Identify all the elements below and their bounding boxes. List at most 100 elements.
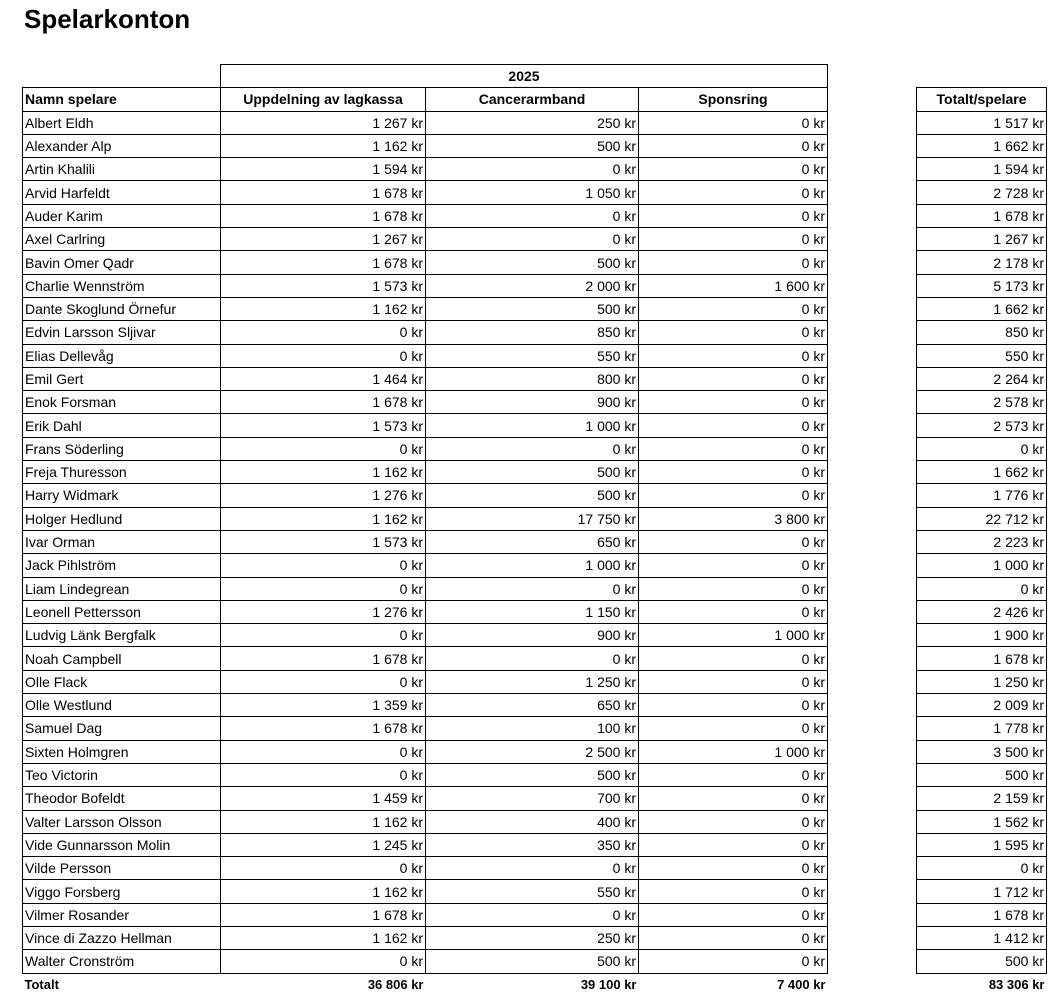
amount-cell: 1 000 kr <box>425 413 639 438</box>
player-name: Edvin Larsson Sljivar <box>22 320 221 345</box>
amount-cell: 0 kr <box>638 180 828 205</box>
table-row: Theodor Bofeldt 1 459 kr 700 kr 0 kr 2 159 k… <box>22 786 1047 811</box>
amount-cell: 1 000 kr <box>425 553 639 578</box>
amount-cell: 1 678 kr <box>220 180 426 205</box>
spacer <box>828 414 917 437</box>
player-name: Albert Eldh <box>22 110 221 135</box>
table-row: Freja Thuresson 1 162 kr 500 kr 0 kr 1 662 k… <box>22 460 1047 485</box>
spacer <box>828 810 917 833</box>
amount-cell: 1 678 kr <box>220 390 426 415</box>
amount-cell: 2 578 kr <box>916 390 1047 415</box>
amount-cell: 0 kr <box>638 879 828 904</box>
accounts-table: 2025 Namn spelare Uppdelning av lagkassa Ca… <box>22 63 1047 996</box>
table-row: Namn spelare Uppdelning av lagkassa Cancer… <box>22 87 1047 112</box>
amount-cell: 550 kr <box>916 343 1047 368</box>
player-name: Leonell Pettersson <box>22 599 221 625</box>
amount-cell: 0 kr <box>916 856 1047 881</box>
spacer <box>828 787 917 810</box>
spacer <box>828 763 917 786</box>
amount-cell: 1 150 kr <box>425 599 639 625</box>
spacer <box>828 391 917 414</box>
amount-cell: 550 kr <box>425 879 639 904</box>
amount-cell: 650 kr <box>425 529 639 555</box>
table-row: Viggo Forsberg 1 162 kr 550 kr 0 kr 1 712 kr <box>22 879 1047 904</box>
player-name: Theodor Bofeldt <box>22 786 221 811</box>
player-name: Freja Thuresson <box>22 460 221 485</box>
amount-cell: 1 776 kr <box>916 483 1047 508</box>
amount-cell: 1 712 kr <box>916 879 1047 904</box>
amount-cell: 1 000 kr <box>638 739 828 764</box>
amount-cell: 1 162 kr <box>220 506 426 531</box>
table-row: Liam Lindegrean 0 kr 0 kr 0 kr 0 kr <box>22 576 1047 601</box>
player-name: Ivar Orman <box>22 529 221 555</box>
spacer <box>828 181 917 204</box>
table-row: Ivar Orman 1 573 kr 650 kr 0 kr 2 223 kr <box>22 529 1047 555</box>
spacer <box>828 134 917 157</box>
amount-cell: 1 573 kr <box>220 273 426 298</box>
amount-cell: 500 kr <box>425 762 639 788</box>
amount-cell: 1 562 kr <box>916 809 1047 834</box>
amount-cell: 1 276 kr <box>220 599 426 625</box>
amount-cell: 1 267 kr <box>220 110 426 135</box>
table-row: Frans Söderling 0 kr 0 kr 0 kr 0 kr <box>22 436 1047 462</box>
table-row: Enok Forsman 1 678 kr 900 kr 0 kr 2 578 kr <box>22 390 1047 415</box>
spacer <box>828 344 917 367</box>
amount-cell: 1 678 kr <box>916 902 1047 927</box>
spacer <box>828 297 917 320</box>
table-row: Vilde Persson 0 kr 0 kr 0 kr 0 kr <box>22 856 1047 881</box>
spacer <box>828 530 917 553</box>
amount-cell: 1 162 kr <box>220 879 426 904</box>
amount-cell: 1 245 kr <box>220 832 426 858</box>
spacer <box>828 274 917 297</box>
table-row: Valter Larsson Olsson 1 162 kr 400 kr 0 kr 1… <box>22 809 1047 834</box>
amount-cell: 2 009 kr <box>916 693 1047 718</box>
amount-cell: 0 kr <box>220 856 426 881</box>
amount-cell: 0 kr <box>425 157 639 182</box>
table-row: Emil Gert 1 464 kr 800 kr 0 kr 2 264 kr <box>22 366 1047 392</box>
amount-cell: 400 kr <box>425 809 639 834</box>
amount-cell: 1 000 kr <box>638 623 828 648</box>
amount-cell: 1 267 kr <box>220 227 426 252</box>
amount-cell: 1 678 kr <box>220 646 426 671</box>
amount-cell: 0 kr <box>425 856 639 881</box>
amount-cell: 0 kr <box>220 623 426 648</box>
amount-cell: 0 kr <box>638 436 828 462</box>
player-name: Vide Gunnarsson Molin <box>22 832 221 858</box>
amount-cell: 1 162 kr <box>220 460 426 485</box>
spacer <box>828 484 917 507</box>
spacer <box>828 204 917 227</box>
spacer <box>828 111 917 134</box>
amount-cell: 0 kr <box>638 320 828 345</box>
amount-cell: 1 595 kr <box>916 832 1047 858</box>
table-row: Charlie Wennström 1 573 kr 2 000 kr 1 600 k… <box>22 273 1047 298</box>
total-amount: 7 400 kr <box>777 976 826 992</box>
amount-cell: 0 kr <box>638 296 828 322</box>
spacer <box>828 577 917 600</box>
amount-cell: 0 kr <box>220 553 426 578</box>
table-row: Walter Cronström 0 kr 500 kr 0 kr 500 kr <box>22 949 1047 974</box>
spacer <box>828 367 917 390</box>
table-row: Axel Carlring 1 267 kr 0 kr 0 kr 1 267 kr <box>22 227 1047 252</box>
table-row: Jack Pihlström 0 kr 1 000 kr 0 kr 1 000 kr <box>22 553 1047 578</box>
amount-cell: 500 kr <box>425 250 639 275</box>
table-row: Samuel Dag 1 678 kr 100 kr 0 kr 1 778 kr <box>22 716 1047 741</box>
amount-cell: 0 kr <box>425 576 639 601</box>
amount-cell: 1 412 kr <box>916 925 1047 951</box>
amount-cell: 0 kr <box>220 762 426 788</box>
amount-cell: 0 kr <box>638 366 828 392</box>
column-header: Uppdelning av lagkassa <box>220 87 426 112</box>
amount-cell: 500 kr <box>425 133 639 159</box>
amount-cell: 0 kr <box>638 762 828 788</box>
amount-cell: 1 162 kr <box>220 133 426 159</box>
amount-cell: 1 678 kr <box>220 716 426 741</box>
player-name: Vilmer Rosander <box>22 902 221 927</box>
table-row: Bavin Omer Qadr 1 678 kr 500 kr 0 kr 2 178 k… <box>22 250 1047 275</box>
amount-cell: 0 kr <box>220 436 426 462</box>
amount-cell: 0 kr <box>638 460 828 485</box>
amount-cell: 0 kr <box>220 669 426 695</box>
column-header: Namn spelare <box>22 87 221 112</box>
amount-cell: 1 662 kr <box>916 460 1047 485</box>
player-name: Holger Hedlund <box>22 506 221 531</box>
player-name: Walter Cronström <box>22 949 221 974</box>
